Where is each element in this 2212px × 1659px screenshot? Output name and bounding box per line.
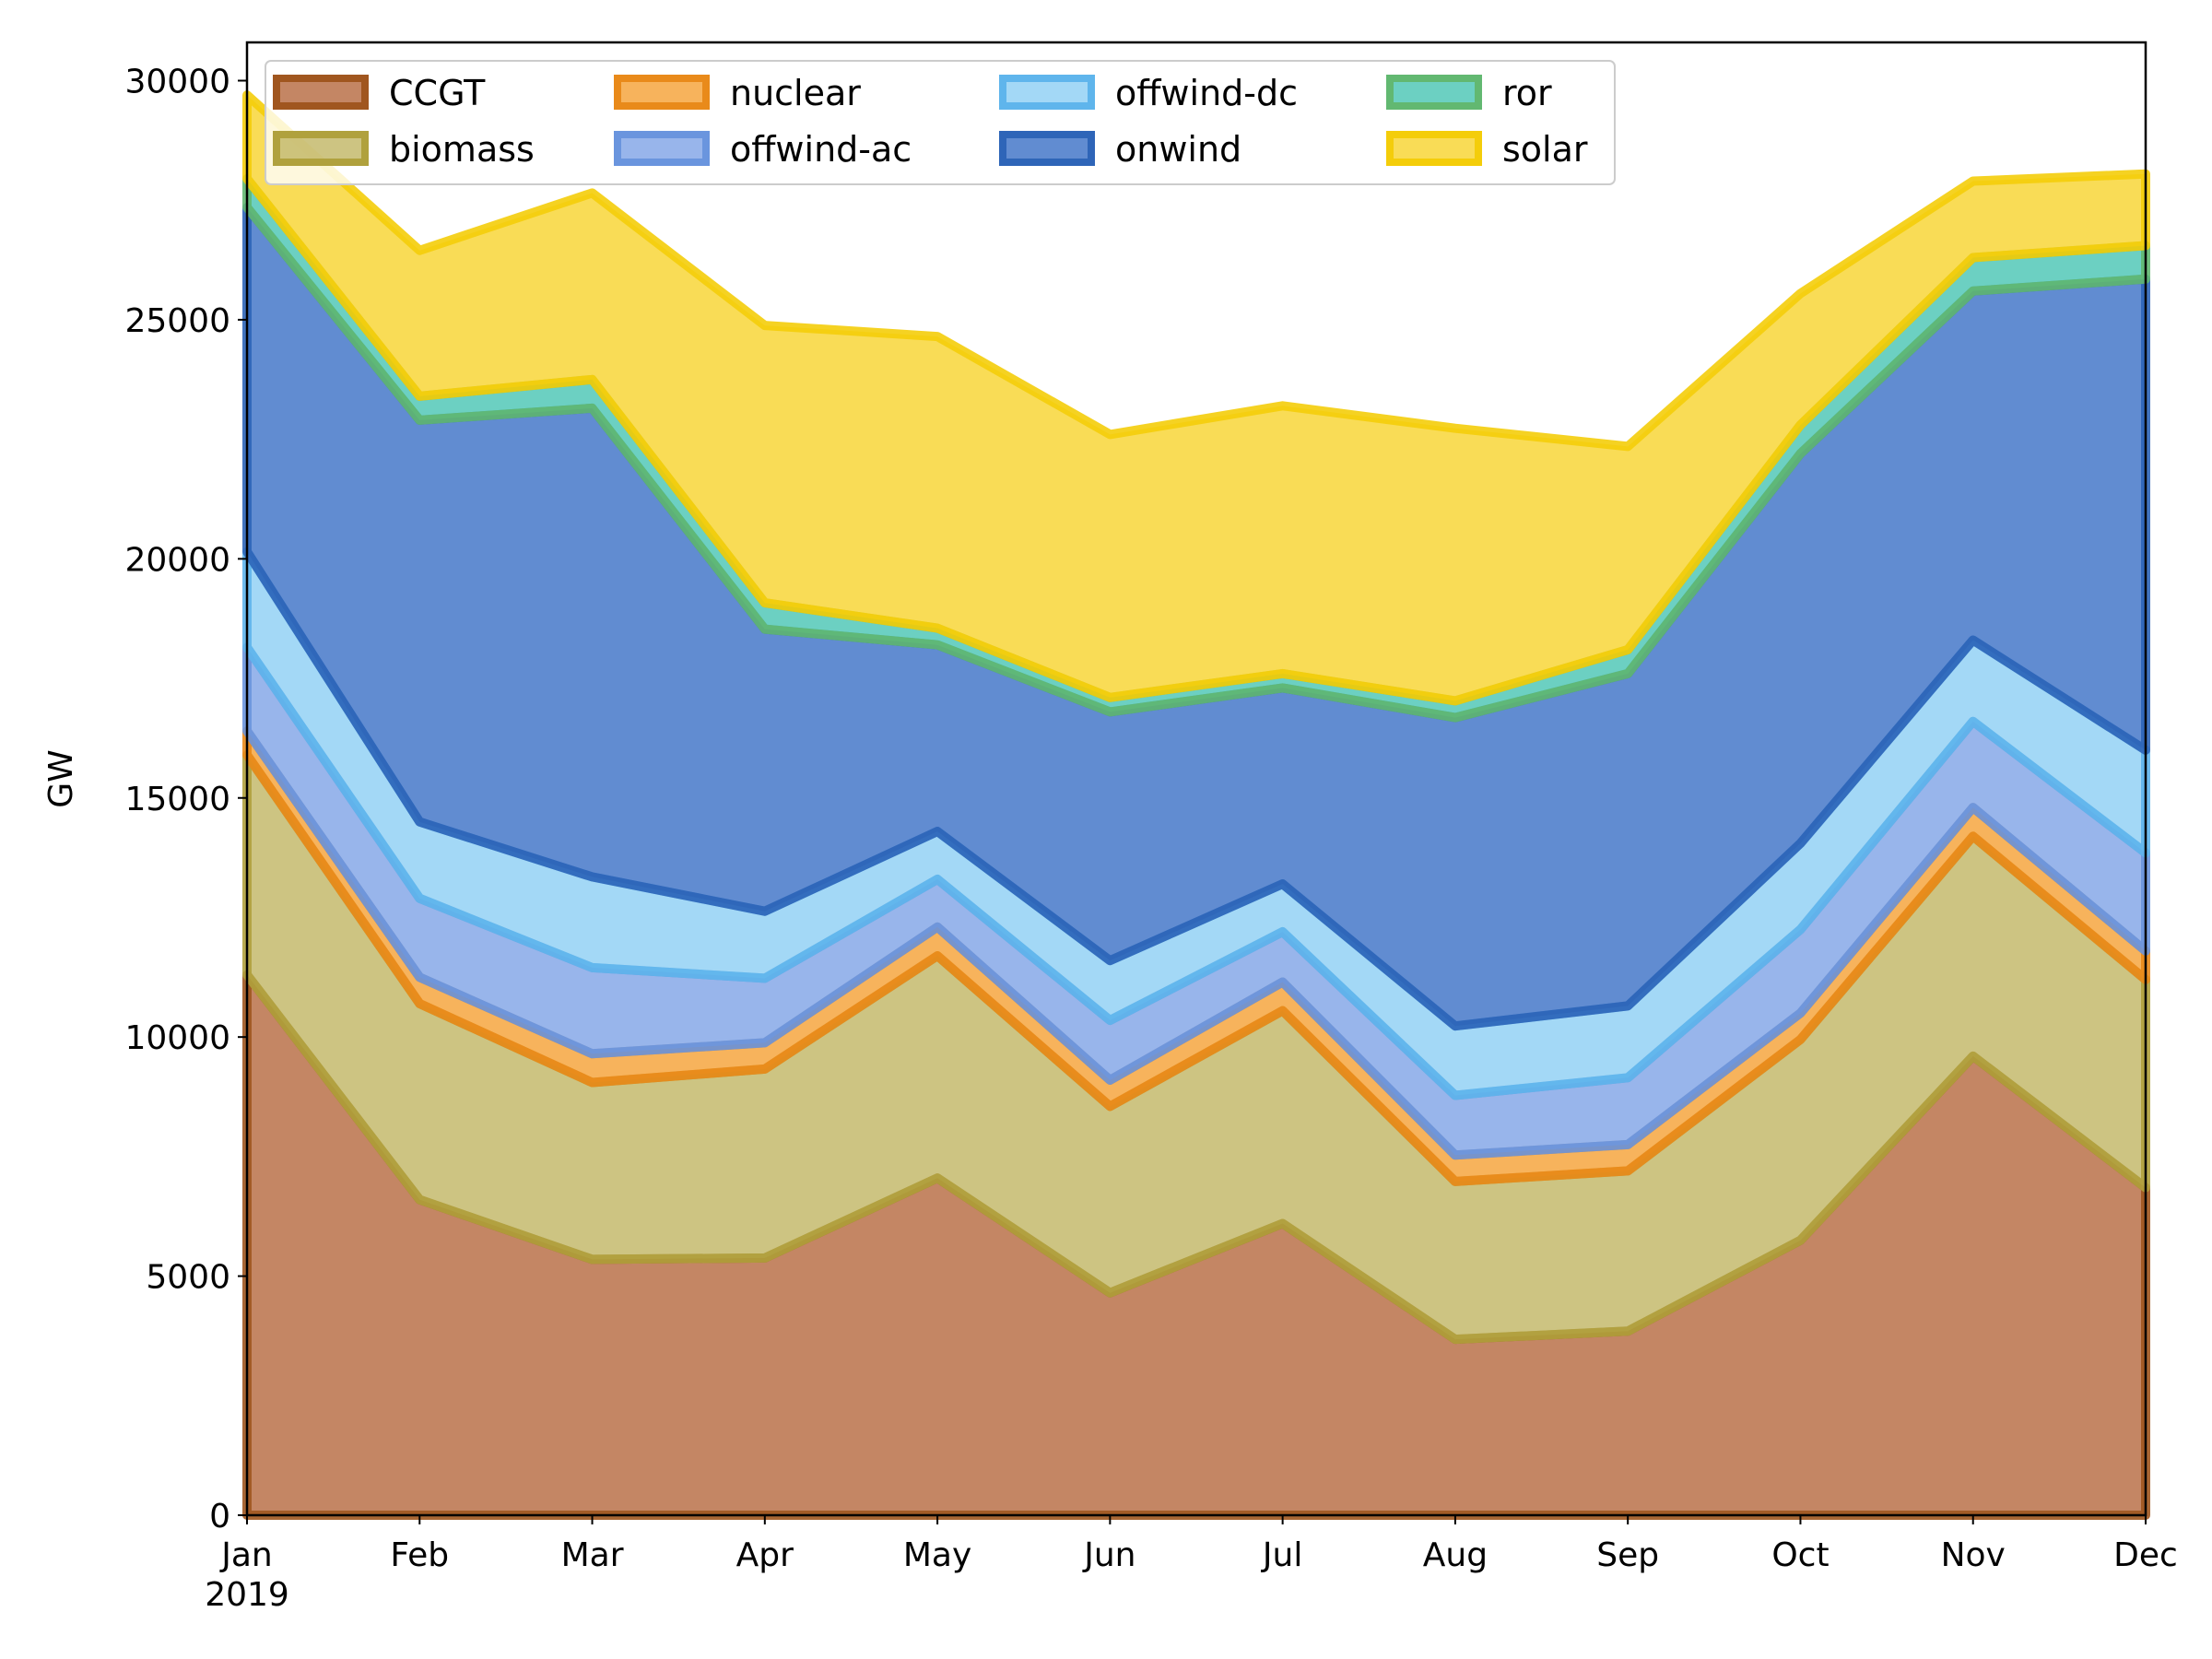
- legend-swatch: [273, 75, 369, 110]
- y-tick-label: 20000: [124, 541, 230, 579]
- x-tick-label: May: [903, 1536, 971, 1574]
- y-axis: 0 5000 10000 15000 20000 25000 30000: [124, 64, 247, 1535]
- x-axis: Jan Feb Mar Apr May Jun Jul Aug Sep Oct Nov Dec 2019: [205, 1515, 2178, 1614]
- x-tick-label: Dec: [2113, 1536, 2178, 1574]
- legend-label: onwind: [1115, 129, 1241, 170]
- y-tick-label: 0: [209, 1498, 230, 1535]
- x-tick-label: Nov: [1941, 1536, 2006, 1574]
- x-tick-label: Jan: [219, 1536, 273, 1574]
- legend-label: CCGT: [389, 73, 486, 113]
- legend-swatch: [999, 75, 1095, 110]
- y-tick-label: 5000: [146, 1259, 230, 1297]
- legend-label: biomass: [389, 129, 535, 170]
- y-tick-label: 30000: [124, 64, 230, 101]
- y-tick-label: 25000: [124, 302, 230, 340]
- y-tick-label: 10000: [124, 1019, 230, 1057]
- legend-box: [265, 60, 1616, 185]
- x-tick-label: Jul: [1261, 1536, 1302, 1574]
- y-axis-label: GW: [42, 749, 80, 808]
- x-tick-label: Oct: [1771, 1536, 1829, 1574]
- legend-swatch: [1386, 75, 1482, 110]
- y-tick-label: 15000: [124, 781, 230, 818]
- x-tick-label: Jun: [1082, 1536, 1135, 1574]
- legend: CCGT biomass nuclear offwind-ac offwind-dc on…: [265, 60, 1616, 185]
- x-tick-label: Mar: [561, 1536, 624, 1574]
- legend-swatch: [614, 75, 710, 110]
- legend-swatch: [273, 131, 369, 166]
- x-tick-label: Apr: [736, 1536, 794, 1574]
- areas-layer: [242, 90, 2150, 1520]
- legend-label: solar: [1502, 129, 1588, 170]
- x-year-label: 2019: [205, 1576, 289, 1614]
- legend-swatch: [614, 131, 710, 166]
- legend-label: nuclear: [730, 73, 861, 113]
- x-tick-label: Sep: [1596, 1536, 1659, 1574]
- legend-label: offwind-dc: [1115, 73, 1298, 113]
- plot-frame: [245, 41, 2147, 1517]
- x-tick-label: Feb: [390, 1536, 449, 1574]
- legend-label: offwind-ac: [730, 129, 912, 170]
- legend-swatch: [999, 131, 1095, 166]
- x-tick-label: Aug: [1423, 1536, 1488, 1574]
- legend-swatch: [1386, 131, 1482, 166]
- legend-label: ror: [1502, 73, 1552, 113]
